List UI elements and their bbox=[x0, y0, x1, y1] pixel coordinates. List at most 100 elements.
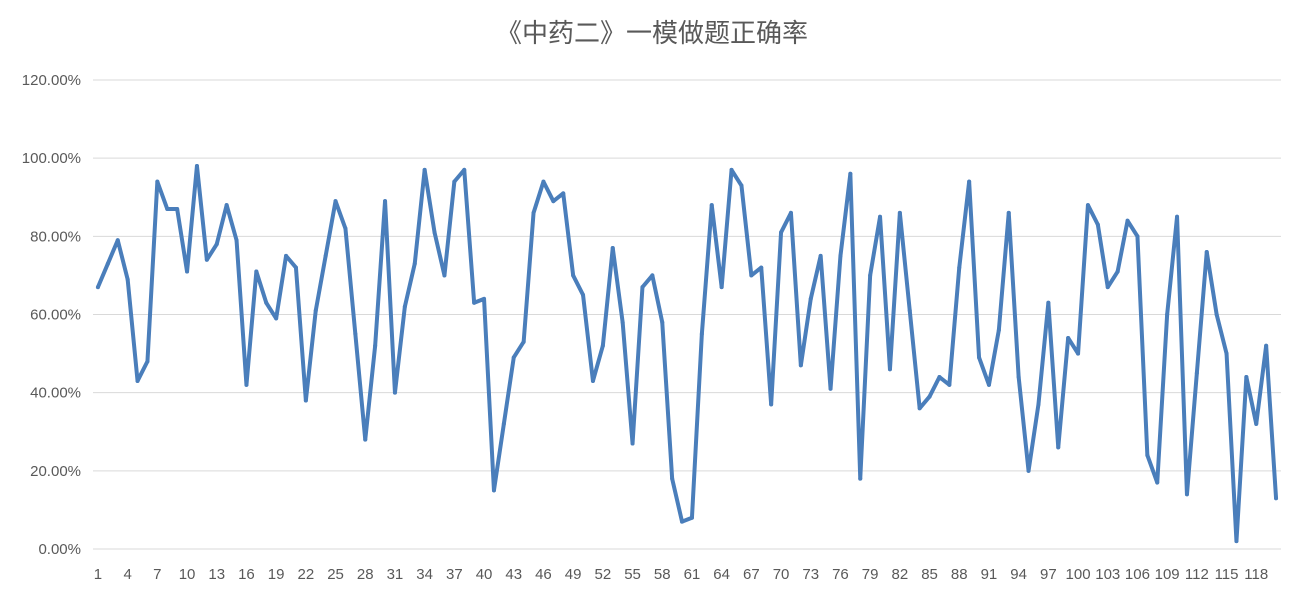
data-point bbox=[709, 203, 714, 208]
x-tick-label: 16 bbox=[238, 566, 255, 583]
data-point bbox=[1105, 285, 1110, 290]
x-tick-label: 109 bbox=[1155, 566, 1180, 583]
x-tick-label: 61 bbox=[684, 566, 701, 583]
x-tick-label: 70 bbox=[773, 566, 790, 583]
data-point bbox=[858, 476, 863, 481]
series-line bbox=[95, 163, 1279, 544]
data-point bbox=[788, 210, 793, 215]
data-point bbox=[581, 292, 586, 297]
x-tick-label: 85 bbox=[921, 566, 938, 583]
data-point bbox=[145, 359, 150, 364]
data-point bbox=[610, 246, 615, 251]
data-point bbox=[363, 437, 368, 442]
x-tick-label: 13 bbox=[208, 566, 225, 583]
data-point bbox=[1234, 539, 1239, 544]
data-point bbox=[521, 339, 526, 344]
data-point bbox=[561, 191, 566, 196]
x-tick-label: 22 bbox=[298, 566, 315, 583]
x-tick-label: 7 bbox=[153, 566, 161, 583]
x-tick-label: 28 bbox=[357, 566, 374, 583]
data-point bbox=[412, 261, 417, 266]
y-tick-label: 120.00% bbox=[22, 72, 81, 89]
data-point bbox=[1095, 222, 1100, 227]
data-point bbox=[383, 199, 388, 204]
data-point bbox=[769, 402, 774, 407]
data-point bbox=[1056, 445, 1061, 450]
data-point bbox=[313, 308, 318, 313]
data-point bbox=[264, 300, 269, 305]
x-tick-label: 10 bbox=[179, 566, 196, 583]
x-tick-label: 49 bbox=[565, 566, 582, 583]
x-tick-label: 55 bbox=[624, 566, 641, 583]
data-point bbox=[828, 386, 833, 391]
x-tick-label: 1 bbox=[94, 566, 102, 583]
data-point bbox=[937, 375, 942, 380]
x-tick-label: 94 bbox=[1010, 566, 1027, 583]
data-point bbox=[1254, 421, 1259, 426]
data-point bbox=[1155, 480, 1160, 485]
x-tick-label: 106 bbox=[1125, 566, 1150, 583]
data-point bbox=[95, 285, 100, 290]
data-point bbox=[432, 230, 437, 235]
data-point bbox=[531, 210, 536, 215]
y-tick-label: 60.00% bbox=[30, 307, 81, 324]
data-point bbox=[868, 273, 873, 278]
data-point bbox=[897, 210, 902, 215]
data-point bbox=[947, 382, 952, 387]
data-point bbox=[689, 515, 694, 520]
data-point bbox=[472, 300, 477, 305]
data-point bbox=[224, 203, 229, 208]
data-point bbox=[204, 257, 209, 262]
data-point bbox=[125, 277, 130, 282]
data-point bbox=[293, 265, 298, 270]
data-point bbox=[373, 343, 378, 348]
data-point bbox=[115, 238, 120, 243]
series-layer bbox=[95, 163, 1279, 544]
data-point bbox=[155, 179, 160, 184]
data-point bbox=[551, 199, 556, 204]
data-point bbox=[660, 320, 665, 325]
data-point bbox=[907, 308, 912, 313]
data-point bbox=[680, 519, 685, 524]
data-point bbox=[511, 355, 516, 360]
data-point bbox=[650, 273, 655, 278]
data-point bbox=[600, 343, 605, 348]
x-tick-label: 73 bbox=[802, 566, 819, 583]
data-point bbox=[1175, 214, 1180, 219]
x-tick-label: 100 bbox=[1066, 566, 1091, 583]
data-point bbox=[798, 363, 803, 368]
data-point bbox=[719, 285, 724, 290]
data-point bbox=[808, 296, 813, 301]
x-tick-label: 31 bbox=[387, 566, 404, 583]
data-point bbox=[1204, 249, 1209, 254]
x-tick-label: 52 bbox=[595, 566, 612, 583]
data-point bbox=[699, 332, 704, 337]
data-point bbox=[1006, 210, 1011, 215]
data-point bbox=[1066, 335, 1071, 340]
x-axis-ticks: 1 4 7 10 13 16 19 22 25 28 31 34 37 40 43 46 49 52 55 58 61 6… bbox=[94, 566, 1268, 583]
chart-title: 《中药二》一模做题正确率 bbox=[496, 19, 808, 49]
x-tick-label: 79 bbox=[862, 566, 879, 583]
data-point bbox=[1184, 492, 1189, 497]
x-tick-label: 46 bbox=[535, 566, 552, 583]
x-tick-label: 118 bbox=[1244, 566, 1268, 583]
data-point bbox=[620, 320, 625, 325]
data-point bbox=[333, 199, 338, 204]
data-point bbox=[343, 226, 348, 231]
x-tick-label: 76 bbox=[832, 566, 849, 583]
y-tick-label: 100.00% bbox=[22, 150, 81, 167]
data-point bbox=[541, 179, 546, 184]
data-point bbox=[739, 183, 744, 188]
data-point bbox=[105, 261, 110, 266]
data-point bbox=[165, 206, 170, 211]
data-point bbox=[234, 238, 239, 243]
data-point bbox=[214, 242, 219, 247]
data-point bbox=[1085, 203, 1090, 208]
x-tick-label: 67 bbox=[743, 566, 760, 583]
data-point bbox=[402, 304, 407, 309]
x-tick-label: 58 bbox=[654, 566, 671, 583]
data-point bbox=[135, 378, 140, 383]
data-point bbox=[1076, 351, 1081, 356]
data-point bbox=[254, 269, 259, 274]
